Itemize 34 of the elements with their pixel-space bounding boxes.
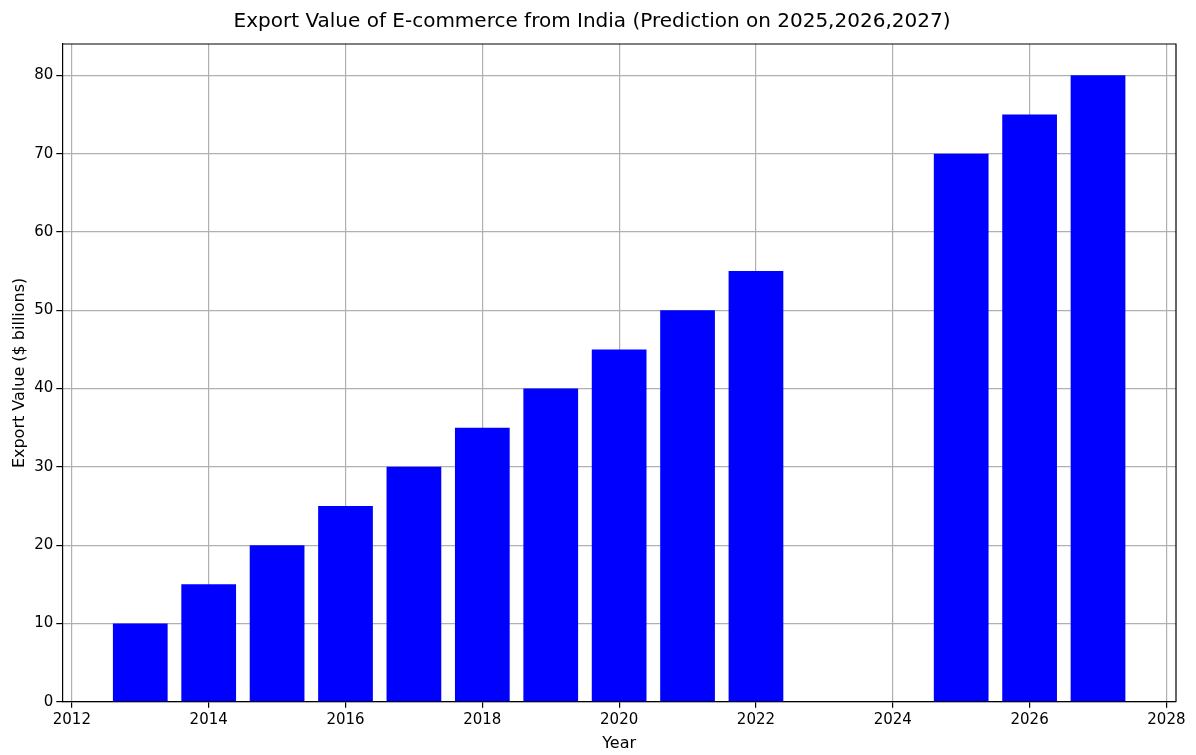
y-tick-label: 80 xyxy=(34,65,54,84)
bar xyxy=(591,349,647,702)
y-tick-label: 40 xyxy=(34,378,54,397)
y-tick-label: 50 xyxy=(34,300,54,319)
bar xyxy=(454,427,510,702)
bar xyxy=(728,271,784,702)
bar xyxy=(318,506,373,702)
chart-title: Export Value of E-commerce from India (Prediction on 2025,2026,2027) xyxy=(233,8,951,33)
x-tick-label: 2024 xyxy=(873,709,912,728)
bar xyxy=(933,153,989,702)
y-axis-title: Export Value ($ billions) xyxy=(8,277,28,469)
y-tick-label: 60 xyxy=(34,221,54,240)
x-tick-label: 2028 xyxy=(1147,709,1186,728)
x-tick-label: 2016 xyxy=(326,709,365,728)
bar xyxy=(112,623,168,702)
y-tick-label: 30 xyxy=(34,456,54,475)
bar xyxy=(1070,75,1126,702)
x-tick-label: 2012 xyxy=(52,709,91,728)
x-tick-label: 2020 xyxy=(600,709,639,728)
x-tick-label: 2018 xyxy=(463,709,502,728)
bar xyxy=(249,545,305,702)
bar xyxy=(523,388,579,702)
x-tick-label: 2022 xyxy=(736,709,776,728)
x-tick-label: 2026 xyxy=(1010,709,1049,728)
x-axis-title: Year xyxy=(601,732,637,752)
bar xyxy=(660,310,715,702)
y-tick-label: 10 xyxy=(34,613,54,632)
y-tick-label: 20 xyxy=(34,535,54,554)
bar xyxy=(181,584,237,702)
bar xyxy=(1002,114,1057,702)
x-tick-label: 2014 xyxy=(189,709,228,728)
bar xyxy=(386,466,442,702)
y-tick-label: 0 xyxy=(43,691,54,710)
y-tick-label: 70 xyxy=(34,143,54,162)
